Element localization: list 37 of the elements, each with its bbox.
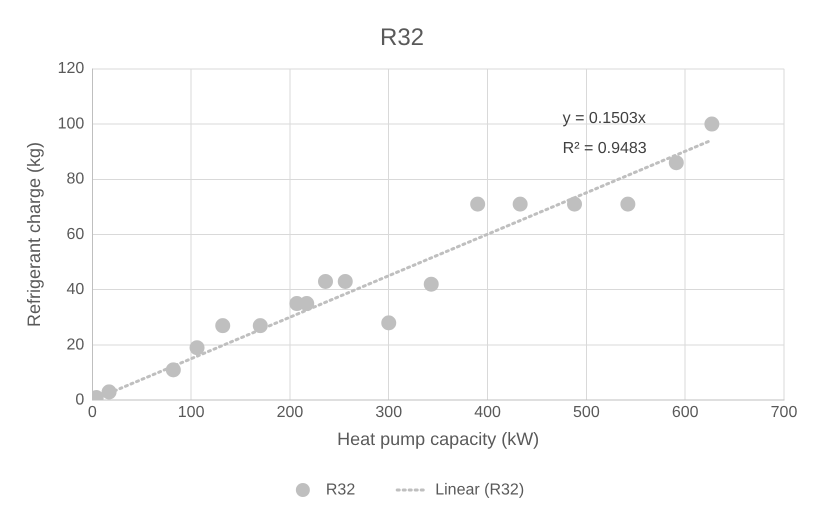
point: [215, 318, 230, 334]
x-tick-label: 600: [672, 404, 699, 422]
point: [338, 274, 353, 289]
y-tick-label: 100: [58, 115, 84, 132]
x-tick-label: 300: [375, 404, 402, 422]
point: [381, 315, 396, 330]
y-tick-label: 20: [66, 336, 84, 354]
annotation: y = 0.1503x: [562, 110, 646, 128]
point: [512, 196, 528, 212]
point: [470, 196, 486, 212]
point: [567, 196, 582, 212]
x-tick-label: 200: [276, 404, 304, 422]
point: [318, 274, 333, 289]
point: [668, 155, 684, 170]
x-tick-label: 0: [88, 404, 97, 422]
y-tick-label: 120: [58, 60, 84, 78]
annotation: R² = 0.9483: [562, 140, 647, 158]
chart-title: R32: [380, 24, 424, 52]
x-axis-title: Heat pump capacity (kW): [337, 429, 540, 450]
x-tick-label: 700: [770, 404, 798, 422]
point: [102, 384, 117, 400]
point: [620, 196, 636, 212]
y-tick-label: 0: [75, 392, 84, 409]
point: [704, 116, 720, 132]
y-tick-label: 80: [66, 170, 84, 188]
point: [424, 276, 439, 292]
legend-label: Linear (R32): [435, 481, 524, 498]
x-tick-label: 500: [573, 404, 600, 422]
x-tick-label: 100: [178, 404, 205, 422]
point: [166, 362, 181, 378]
y-tick-label: 60: [66, 226, 84, 243]
point: [190, 340, 205, 356]
legend-label: R32: [326, 481, 356, 498]
y-axis-title: Refrigerant charge (kg): [24, 142, 44, 328]
x-tick-label: 400: [474, 404, 501, 422]
y-tick-label: 40: [66, 281, 84, 298]
point: [252, 318, 268, 334]
